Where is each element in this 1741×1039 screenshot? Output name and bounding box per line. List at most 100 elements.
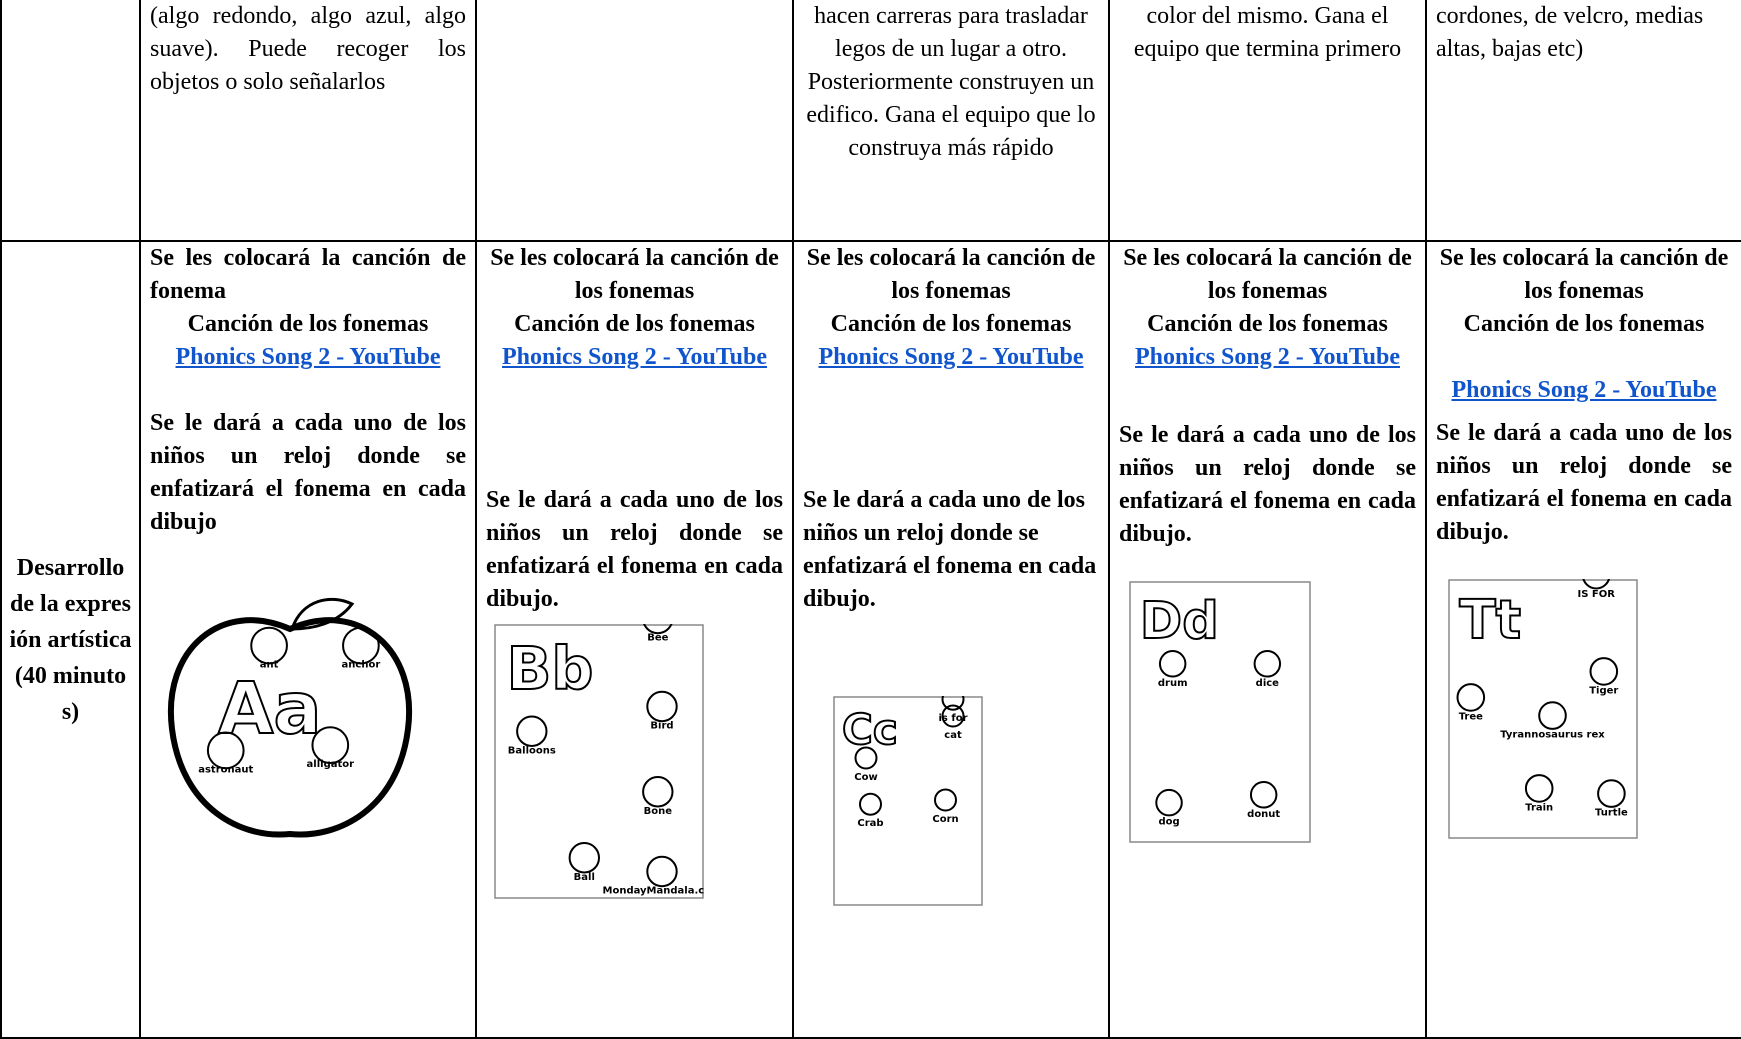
picture-label: is for — [938, 713, 967, 724]
song-title: Canción de los fonemas — [514, 311, 755, 337]
picture-label: dice — [1256, 678, 1280, 689]
drawing — [206, 731, 245, 770]
day-cell: Se les colocará la canción de fonema Canc… — [139, 240, 477, 1039]
coloring-picture: Cc is for cat Cow Corn Crab — [833, 696, 983, 906]
picture-frame — [833, 696, 983, 906]
song-title: Canción de los fonemas — [187, 311, 429, 337]
picture-label: Crab — [857, 818, 883, 829]
picture-label: anchor — [342, 660, 381, 671]
picture-label: Bird — [650, 721, 673, 732]
picture-label: dog — [1158, 817, 1179, 828]
letter-pair: Aa — [218, 667, 321, 750]
cell — [475, 0, 794, 242]
video-link[interactable]: Phonics Song 2 - YouTube — [502, 344, 767, 370]
cell — [0, 0, 141, 242]
picture-label: Bone — [644, 806, 673, 817]
video-link[interactable]: Phonics Song 2 - YouTube — [818, 344, 1084, 370]
picture-label: Bee — [647, 633, 668, 644]
activity-text: Se le dará a cada uno de los niños un re… — [486, 487, 783, 612]
song-title: Canción de los fonemas — [1147, 311, 1388, 337]
song-title: Canción de los fonemas — [1463, 311, 1705, 337]
picture-frame — [1448, 579, 1638, 839]
letter-pair: Tt — [1459, 589, 1521, 651]
drawing — [934, 788, 957, 812]
drawing — [1524, 774, 1554, 803]
drawing — [1582, 579, 1610, 590]
apple-shape — [167, 617, 413, 838]
activity-text: Se le dará a cada uno de los niños un re… — [803, 487, 1097, 612]
day-cell: Se les colocará la canción de los fonema… — [1108, 240, 1427, 1039]
picture-label: donut — [1247, 809, 1280, 820]
activity-text: Se le dará a cada uno de los niños un re… — [150, 410, 466, 535]
song-intro: Se les colocará la canción de fonema — [150, 245, 466, 304]
drawing — [941, 704, 965, 728]
drawing — [342, 626, 380, 665]
table-row: Desarrollo de la expresión artística (40… — [0, 240, 1741, 1039]
drawing — [1589, 657, 1619, 686]
picture-label: ant — [260, 660, 279, 671]
picture-label: Tiger — [1589, 685, 1618, 696]
song-intro: Se les colocará la canción de los fonema… — [490, 245, 779, 304]
drawing — [941, 696, 965, 711]
apple-leaf — [289, 597, 355, 631]
day-cell: Se les colocará la canción de los fonema… — [792, 240, 1110, 1039]
song-title: Canción de los fonemas — [830, 311, 1072, 337]
cell: hacen carreras para trasladar legos de u… — [792, 0, 1110, 242]
section-label: Desarrollo de la expresión artística (40… — [0, 240, 141, 1039]
cell: (algo redondo, algo azul, algo suave). P… — [139, 0, 477, 242]
drawing — [646, 690, 678, 723]
drawing — [1249, 781, 1278, 809]
drawing — [1597, 779, 1626, 808]
letter-pair: Bb — [507, 634, 594, 703]
drawing — [1155, 788, 1183, 817]
link-wrap: Phonics Song 2 - YouTube — [803, 341, 1099, 374]
link-wrap: Phonics Song 2 - YouTube — [1119, 341, 1416, 374]
picture-label: Train — [1525, 802, 1553, 813]
picture-label: Corn — [932, 814, 958, 825]
coloring-picture: Bb Bee Bird Balloons Bone Ball MondayMandala.c… — [494, 624, 704, 899]
picture-label: drum — [1158, 678, 1188, 689]
picture-label: Tyrannosaurus rex — [1500, 730, 1605, 741]
drawing — [642, 776, 674, 808]
day-cell: Se les colocará la canción de los fonema… — [1425, 240, 1741, 1039]
picture-label: MondayMandala.com — [603, 886, 704, 897]
video-link[interactable]: Phonics Song 2 - YouTube — [1135, 344, 1400, 370]
drawing — [250, 626, 288, 665]
picture-label: astronaut — [198, 764, 253, 775]
drawing — [1158, 650, 1187, 678]
link-wrap: Phonics Song 2 - YouTube — [1436, 374, 1732, 407]
picture-label: Cow — [854, 772, 877, 783]
table-row: (algo redondo, algo azul, algo suave). P… — [0, 0, 1741, 242]
link-wrap: Phonics Song 2 - YouTube — [150, 341, 466, 374]
drawing — [1538, 701, 1567, 730]
coloring-picture: Dd drum dice dog donut — [1129, 581, 1311, 843]
drawing — [568, 842, 601, 874]
activity-text: Se le dará a cada uno de los niños un re… — [1436, 420, 1732, 545]
drawing — [1456, 683, 1486, 712]
picture-label: Turtle — [1595, 808, 1628, 819]
picture-frame — [1129, 581, 1311, 843]
drawing — [859, 792, 882, 816]
drawing — [646, 855, 678, 888]
video-link[interactable]: Phonics Song 2 - YouTube — [175, 344, 441, 370]
video-link[interactable]: Phonics Song 2 - YouTube — [1451, 377, 1717, 403]
cell: cordones, de velcro, medias altas, bajas… — [1425, 0, 1741, 242]
picture-label: IS FOR — [1577, 589, 1615, 600]
picture-label: alligator — [307, 759, 355, 770]
song-intro: Se les colocará la canción de los fonema… — [1439, 245, 1729, 304]
drawing — [643, 624, 673, 635]
picture-label: cat — [944, 730, 962, 741]
picture-label: Tree — [1459, 711, 1483, 722]
coloring-picture: Tt IS FOR Tiger Tree Tyrannosaurus rex Train T… — [1448, 579, 1638, 839]
song-intro: Se les colocará la canción de los fonema… — [806, 245, 1096, 304]
letter-pair: Dd — [1140, 592, 1219, 651]
drawing — [311, 726, 350, 765]
picture-label: Balloons — [508, 745, 556, 756]
drawing — [854, 746, 878, 770]
activity-text: Se le dará a cada uno de los niños un re… — [1119, 422, 1416, 547]
link-wrap: Phonics Song 2 - YouTube — [486, 341, 783, 374]
drawing — [1253, 650, 1282, 678]
picture-label: Ball — [574, 872, 595, 883]
